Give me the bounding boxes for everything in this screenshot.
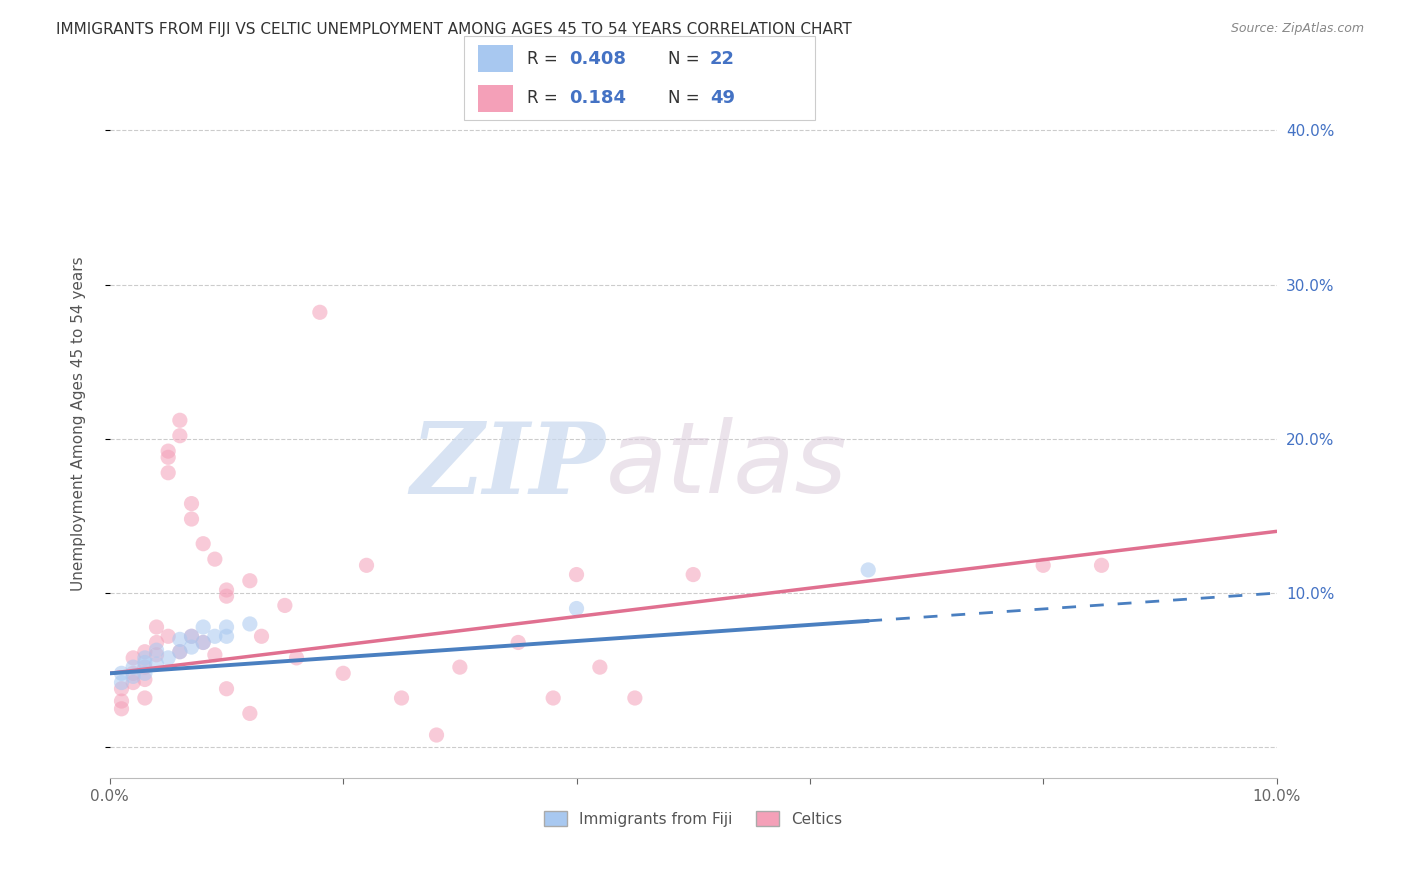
Text: ZIP: ZIP <box>411 417 606 514</box>
Point <box>332 666 354 681</box>
Point <box>145 643 167 657</box>
Point <box>110 675 132 690</box>
Point <box>180 497 202 511</box>
Text: R =: R = <box>527 89 564 107</box>
Text: 0.408: 0.408 <box>569 50 627 68</box>
Point <box>157 629 180 643</box>
Point <box>180 629 202 643</box>
Point <box>134 651 156 665</box>
Point <box>122 660 145 674</box>
Point <box>110 702 132 716</box>
Point <box>134 691 156 706</box>
Point <box>134 673 156 687</box>
Point <box>110 681 132 696</box>
Point <box>308 305 330 319</box>
Point <box>624 691 647 706</box>
Text: 22: 22 <box>710 50 735 68</box>
Point <box>157 450 180 465</box>
Point <box>425 728 447 742</box>
Point <box>239 574 262 588</box>
Point <box>204 629 226 643</box>
Point <box>122 675 145 690</box>
Point <box>110 666 132 681</box>
Point <box>239 616 262 631</box>
Point <box>122 666 145 681</box>
Point <box>1090 558 1112 573</box>
Point <box>169 645 191 659</box>
Text: atlas: atlas <box>606 417 848 515</box>
Point <box>204 648 226 662</box>
Point <box>169 645 191 659</box>
Point <box>356 558 378 573</box>
Point <box>122 669 145 683</box>
Point <box>180 640 202 654</box>
Text: IMMIGRANTS FROM FIJI VS CELTIC UNEMPLOYMENT AMONG AGES 45 TO 54 YEARS CORRELATIO: IMMIGRANTS FROM FIJI VS CELTIC UNEMPLOYM… <box>56 22 852 37</box>
Point <box>193 635 215 649</box>
Point <box>1032 558 1054 573</box>
Point <box>169 428 191 442</box>
Point <box>274 599 297 613</box>
Point <box>180 512 202 526</box>
Point <box>391 691 413 706</box>
Point <box>145 657 167 671</box>
Point <box>856 563 879 577</box>
Point <box>145 635 167 649</box>
Text: 49: 49 <box>710 89 735 107</box>
Point <box>157 651 180 665</box>
Point <box>134 666 156 681</box>
Point <box>169 413 191 427</box>
Point <box>204 552 226 566</box>
Point <box>215 629 238 643</box>
Text: R =: R = <box>527 50 564 68</box>
Y-axis label: Unemployment Among Ages 45 to 54 years: Unemployment Among Ages 45 to 54 years <box>72 256 86 591</box>
Point <box>145 648 167 662</box>
Bar <box>478 85 513 112</box>
Text: N =: N = <box>668 50 704 68</box>
Point <box>134 645 156 659</box>
Point <box>193 537 215 551</box>
Point <box>169 632 191 647</box>
Point <box>449 660 471 674</box>
Point <box>215 681 238 696</box>
Point <box>122 651 145 665</box>
Point <box>157 444 180 458</box>
Text: 0.184: 0.184 <box>569 89 627 107</box>
Point <box>565 601 588 615</box>
Point <box>508 635 530 649</box>
Point <box>589 660 612 674</box>
Point <box>239 706 262 721</box>
Point <box>215 589 238 603</box>
Point <box>682 567 704 582</box>
Point <box>285 651 308 665</box>
Point <box>193 635 215 649</box>
Point <box>110 694 132 708</box>
Point <box>215 582 238 597</box>
Point <box>134 656 156 670</box>
Text: N =: N = <box>668 89 704 107</box>
Text: Source: ZipAtlas.com: Source: ZipAtlas.com <box>1230 22 1364 36</box>
Point <box>193 620 215 634</box>
Point <box>157 466 180 480</box>
Point <box>134 660 156 674</box>
Point <box>250 629 273 643</box>
Legend: Immigrants from Fiji, Celtics: Immigrants from Fiji, Celtics <box>537 803 849 834</box>
Point <box>565 567 588 582</box>
Point <box>541 691 564 706</box>
Bar <box>478 45 513 72</box>
Point <box>215 620 238 634</box>
Point <box>180 629 202 643</box>
Point <box>145 620 167 634</box>
